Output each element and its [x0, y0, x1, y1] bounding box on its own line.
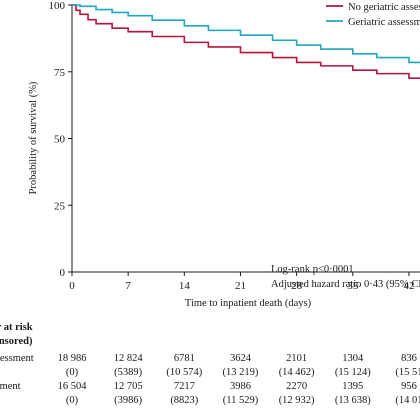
- x-tick-label: 0: [69, 280, 75, 292]
- risk-at-risk-value: 2101: [286, 353, 307, 364]
- risk-at-risk-value: 16 504: [58, 381, 88, 392]
- y-tick-label: 50: [54, 134, 66, 146]
- risk-at-risk-value: 12 824: [114, 353, 144, 364]
- log-rank-annotation: Log-rank p<0·0001: [271, 264, 354, 275]
- risk-at-risk-value: 6781: [174, 353, 195, 364]
- x-tick-label: 35: [347, 280, 359, 292]
- y-tick-label: 0: [60, 267, 66, 279]
- y-tick-label: 100: [49, 0, 66, 12]
- legend-label: Geriatric assessment: [348, 17, 420, 28]
- risk-censored-value: (15 124): [335, 367, 371, 378]
- risk-at-risk-value: 7217: [174, 381, 195, 392]
- risk-row-label: No geriatric assessment: [0, 353, 34, 364]
- risk-censored-value: (0): [66, 395, 79, 406]
- risk-at-risk-value: 12 705: [114, 381, 143, 392]
- y-axis-label: Probability of survival (%): [28, 81, 39, 194]
- risk-at-risk-value: 836: [401, 353, 417, 364]
- x-tick-label: 14: [179, 280, 191, 292]
- survival-curves: [72, 4, 420, 79]
- curve-no-geriatric-assessment: [72, 4, 420, 79]
- risk-censored-value: (13 219): [223, 367, 259, 378]
- risk-censored-value: (12 932): [279, 395, 315, 406]
- y-tick-label: 75: [54, 67, 66, 79]
- risk-table-subheader: (number censored): [0, 336, 33, 347]
- number-at-risk-table: Number at risk (number censored) No geri…: [0, 322, 420, 406]
- x-axis-label: Time to inpatient death (days): [185, 298, 312, 309]
- risk-censored-value: (0): [66, 367, 79, 378]
- risk-table-header: Number at risk: [0, 322, 33, 333]
- risk-censored-value: (14 462): [279, 367, 315, 378]
- legend-label: No geriatric assessment: [348, 2, 420, 13]
- risk-at-risk-value: 1395: [342, 381, 363, 392]
- risk-at-risk-value: 3624: [230, 353, 252, 364]
- risk-censored-value: (15 51: [395, 367, 420, 378]
- axes: Probability of survival (%) Time to inpa…: [28, 0, 420, 309]
- y-tick-label: 25: [54, 200, 66, 212]
- x-tick-label: 21: [235, 280, 246, 292]
- risk-at-risk-value: 956: [401, 381, 417, 392]
- x-tick-label: 7: [125, 280, 131, 292]
- risk-censored-value: (10 574): [166, 367, 202, 378]
- annotations: Log-rank p<0·0001 Adjusted hazard ratio …: [271, 264, 420, 290]
- hazard-ratio-annotation: Adjusted hazard ratio 0·43 (95% CI: [271, 279, 420, 290]
- risk-at-risk-value: 2270: [286, 381, 307, 392]
- x-tick-label: 42: [403, 280, 414, 292]
- legend: No geriatric assessment Geriatric assessm…: [326, 2, 420, 28]
- risk-censored-value: (5389): [114, 367, 142, 378]
- risk-censored-value: (11 529): [223, 395, 259, 406]
- risk-at-risk-value: 1304: [342, 353, 364, 364]
- risk-censored-value: (8823): [170, 395, 198, 406]
- risk-censored-value: (13 638): [335, 395, 371, 406]
- risk-censored-value: (14 01: [395, 395, 420, 406]
- x-tick-label: 28: [291, 280, 303, 292]
- curve-geriatric-assessment: [72, 4, 420, 64]
- risk-row-label: Geriatric assessment: [0, 381, 21, 392]
- risk-censored-value: (3986): [114, 395, 142, 406]
- risk-at-risk-value: 3986: [230, 381, 251, 392]
- risk-at-risk-value: 18 986: [58, 353, 87, 364]
